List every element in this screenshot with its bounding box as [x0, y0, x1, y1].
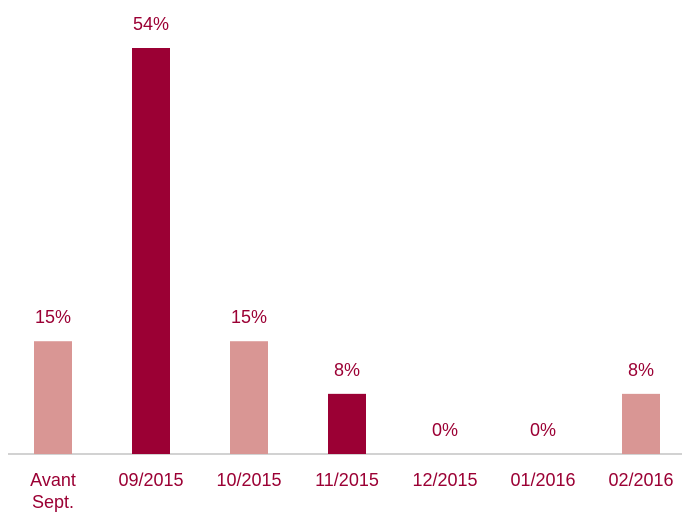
- bar: [34, 341, 72, 454]
- value-label: 0%: [431, 420, 458, 440]
- value-label: 15%: [34, 307, 72, 328]
- x-tick-label: 09/2015: [118, 470, 184, 490]
- bar: [328, 393, 366, 454]
- x-tick-label: Avant Sept.: [30, 470, 76, 512]
- value-label: 8%: [627, 359, 654, 380]
- value-label: 54%: [132, 14, 170, 34]
- value-label: 15%: [230, 307, 268, 328]
- bar: [132, 48, 170, 454]
- bar: [622, 393, 660, 454]
- bar: [230, 341, 268, 454]
- x-tick-label: 12/2015: [412, 470, 478, 490]
- value-label: 0%: [529, 420, 556, 440]
- x-tick-label: 10/2015: [216, 470, 282, 490]
- x-tick-label: 02/2016: [608, 470, 674, 490]
- value-label: 8%: [333, 359, 360, 380]
- x-tick-label: 11/2015: [315, 470, 379, 490]
- x-tick-label: 01/2016: [510, 470, 576, 490]
